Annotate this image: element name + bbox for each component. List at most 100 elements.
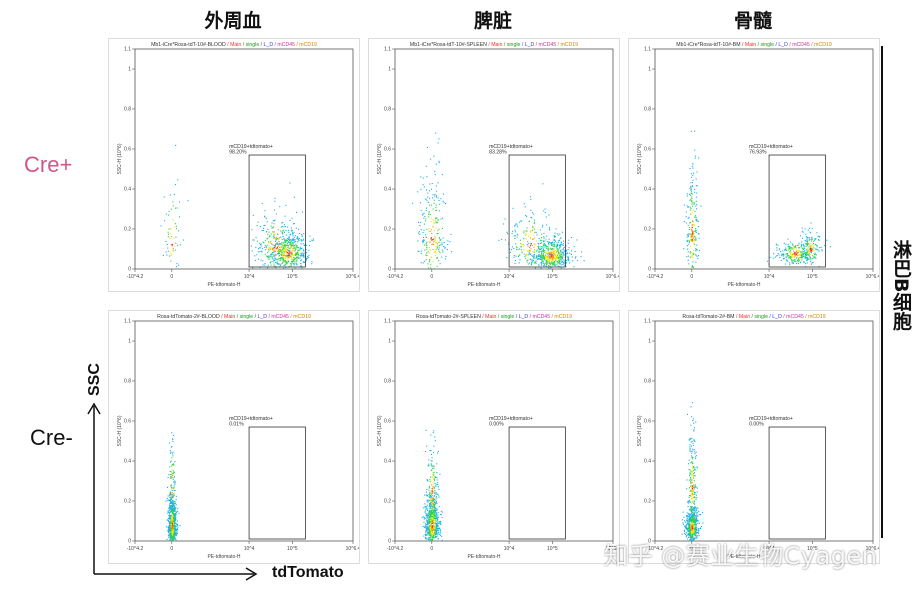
event-dot (775, 244, 777, 246)
event-dot (170, 535, 172, 537)
event-dot (802, 248, 804, 250)
event-dot (439, 238, 441, 240)
event-dot (803, 261, 805, 263)
event-dot (514, 262, 516, 264)
event-dot (289, 247, 291, 249)
event-dot (280, 250, 282, 252)
event-dot (429, 241, 431, 243)
event-dot (552, 264, 554, 266)
x-tick-label: 10^5 (807, 546, 818, 552)
event-dot (686, 193, 688, 195)
event-dot (695, 509, 697, 511)
event-dot (689, 481, 691, 483)
x-tick-label: 10^5 (287, 274, 298, 280)
event-dot (429, 521, 431, 523)
x-tick-label: 10^5 (547, 546, 558, 552)
y-tick-label: 0.6 (644, 419, 651, 425)
event-dot (520, 243, 522, 245)
event-dot (429, 504, 431, 506)
event-dot (440, 513, 442, 515)
event-dot (300, 265, 302, 267)
event-dot (429, 476, 431, 478)
event-dot (434, 527, 436, 529)
plot-title: Rosa-tdTomato-2#-SPLEEN / Main / single … (416, 314, 572, 320)
event-dot (548, 248, 550, 250)
event-dot (798, 242, 800, 244)
event-dot (170, 529, 172, 531)
event-dot (167, 233, 169, 235)
event-dot (286, 254, 288, 256)
gate-label: mCD19+tdtomato+ (229, 416, 273, 422)
event-dot (275, 258, 277, 260)
event-dot (169, 496, 171, 498)
event-dot (434, 509, 436, 511)
event-dot (429, 249, 431, 251)
event-dot (273, 259, 275, 261)
event-dot (450, 233, 452, 235)
event-dot (691, 255, 693, 257)
event-dot (696, 497, 698, 499)
event-dot (434, 534, 436, 536)
event-dot (167, 511, 169, 513)
event-dot (418, 251, 420, 253)
event-dot (170, 503, 172, 505)
event-dot (697, 512, 699, 514)
event-dot (550, 267, 552, 269)
plot-title: Rosa-tdTomato-2#-BM / Main / single / L_… (682, 314, 825, 320)
event-dot (773, 253, 775, 255)
event-dot (287, 256, 289, 258)
event-dot (271, 252, 273, 254)
event-dot (176, 263, 178, 265)
event-dot (438, 533, 440, 535)
event-dot (165, 500, 167, 502)
event-dot (420, 229, 422, 231)
event-dot (432, 261, 434, 263)
event-dot (271, 243, 273, 245)
event-dot (429, 492, 431, 494)
event-dot (169, 233, 171, 235)
event-dot (169, 506, 171, 508)
event-dot (543, 264, 545, 266)
event-dot (809, 247, 811, 249)
event-dot (291, 247, 293, 249)
event-dot (693, 513, 695, 515)
event-dot (690, 533, 692, 535)
event-dot (690, 493, 692, 495)
event-dot (689, 530, 691, 532)
event-dot (809, 227, 811, 229)
event-dot (423, 212, 425, 214)
event-dot (812, 255, 814, 257)
event-dot (285, 244, 287, 246)
event-dot (689, 206, 691, 208)
event-dot (533, 257, 535, 259)
event-dot (549, 257, 551, 259)
event-dot (283, 252, 285, 254)
event-dot (306, 257, 308, 259)
event-dot (170, 473, 172, 475)
event-dot (533, 246, 535, 248)
event-dot (801, 254, 803, 256)
event-dot (806, 239, 808, 241)
event-dot (813, 253, 815, 255)
event-dot (264, 246, 266, 248)
event-dot (170, 523, 172, 525)
event-dot (691, 224, 693, 226)
event-dot (274, 261, 276, 263)
event-dot (433, 155, 435, 157)
event-dot (807, 259, 809, 261)
event-dot (533, 256, 535, 258)
event-dot (434, 229, 436, 231)
event-dot (803, 244, 805, 246)
event-dot (692, 450, 694, 452)
event-dot (173, 493, 175, 495)
event-dot (775, 243, 777, 245)
event-dot (300, 239, 302, 241)
event-dot (695, 531, 697, 533)
event-dot (436, 222, 438, 224)
event-dot (270, 246, 272, 248)
event-dot (174, 207, 176, 209)
event-dot (417, 232, 419, 234)
event-dot (282, 244, 284, 246)
event-dot (173, 536, 175, 538)
event-dot (685, 535, 687, 537)
